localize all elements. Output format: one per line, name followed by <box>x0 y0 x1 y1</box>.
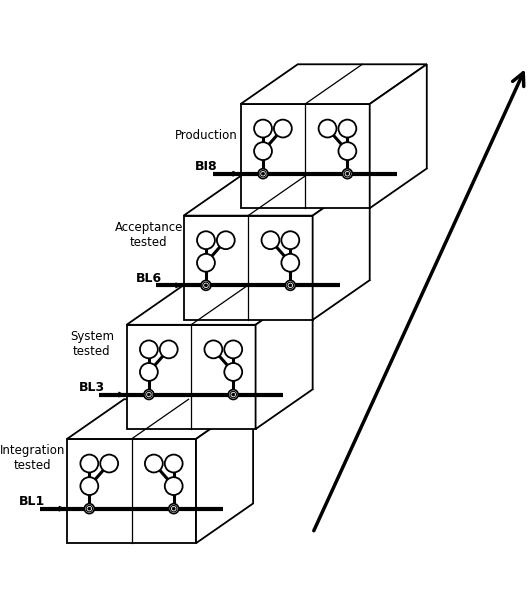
Circle shape <box>285 280 295 290</box>
Circle shape <box>201 280 211 290</box>
Circle shape <box>88 507 91 510</box>
Text: Production: Production <box>175 129 237 142</box>
Polygon shape <box>67 439 196 543</box>
Circle shape <box>197 254 215 272</box>
Circle shape <box>80 477 98 495</box>
Circle shape <box>260 170 266 177</box>
Text: BL6: BL6 <box>136 272 162 285</box>
Circle shape <box>169 504 178 514</box>
Polygon shape <box>313 176 370 320</box>
Text: BL3: BL3 <box>79 381 105 394</box>
Polygon shape <box>126 325 255 429</box>
Circle shape <box>140 363 158 381</box>
Polygon shape <box>126 285 313 325</box>
Circle shape <box>289 284 292 287</box>
Circle shape <box>344 170 350 177</box>
Circle shape <box>230 391 236 398</box>
Circle shape <box>338 142 356 160</box>
Polygon shape <box>196 399 253 543</box>
Circle shape <box>346 172 349 175</box>
Circle shape <box>262 231 279 249</box>
Circle shape <box>224 363 242 381</box>
Circle shape <box>232 393 235 396</box>
Circle shape <box>338 119 356 137</box>
Polygon shape <box>370 64 427 208</box>
Circle shape <box>145 455 163 472</box>
Circle shape <box>144 389 154 400</box>
Circle shape <box>319 119 337 137</box>
Circle shape <box>204 340 222 358</box>
Circle shape <box>148 393 150 396</box>
Circle shape <box>258 169 268 179</box>
Circle shape <box>203 282 209 289</box>
Circle shape <box>254 119 272 137</box>
Circle shape <box>165 455 183 472</box>
Circle shape <box>281 231 299 249</box>
Circle shape <box>262 172 264 175</box>
Circle shape <box>84 504 95 514</box>
Polygon shape <box>67 399 253 439</box>
Text: BI8: BI8 <box>195 160 217 173</box>
Circle shape <box>197 231 215 249</box>
Polygon shape <box>255 285 313 429</box>
Circle shape <box>160 340 178 358</box>
Circle shape <box>228 389 238 400</box>
Polygon shape <box>241 104 370 208</box>
Circle shape <box>165 477 183 495</box>
Circle shape <box>287 282 294 289</box>
Circle shape <box>281 254 299 272</box>
Text: BL1: BL1 <box>19 495 45 508</box>
Polygon shape <box>241 64 427 104</box>
Circle shape <box>80 455 98 472</box>
Circle shape <box>217 231 235 249</box>
Text: Integration
tested: Integration tested <box>0 444 65 472</box>
Text: System
tested: System tested <box>70 330 114 358</box>
Circle shape <box>145 391 152 398</box>
Circle shape <box>254 142 272 160</box>
Polygon shape <box>184 215 313 320</box>
Circle shape <box>140 340 158 358</box>
Circle shape <box>100 455 118 472</box>
Circle shape <box>170 505 177 512</box>
Circle shape <box>224 340 242 358</box>
Circle shape <box>204 284 208 287</box>
Circle shape <box>86 505 92 512</box>
Text: Acceptance
tested: Acceptance tested <box>115 221 183 249</box>
Circle shape <box>342 169 353 179</box>
Polygon shape <box>184 176 370 215</box>
Circle shape <box>274 119 292 137</box>
Circle shape <box>172 507 175 510</box>
